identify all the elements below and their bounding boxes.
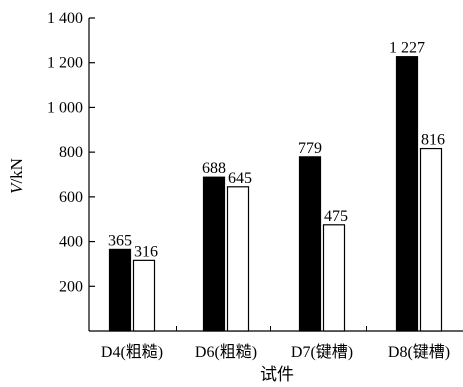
x-tick-label: D7(键槽) — [291, 343, 353, 361]
x-tick-label: D4(粗糙) — [101, 343, 163, 361]
data-label: 316 — [134, 243, 158, 260]
bar-light — [419, 147, 443, 332]
y-tick-label: 600 — [59, 189, 83, 206]
data-label: 1 227 — [389, 40, 425, 57]
data-label: 688 — [202, 160, 226, 177]
data-label: 816 — [421, 132, 445, 149]
data-label: 779 — [298, 140, 322, 157]
bar-light — [226, 186, 250, 332]
bar-dark — [395, 56, 419, 332]
bars — [108, 56, 443, 332]
y-tick-label: 1 000 — [47, 99, 83, 116]
data-label: 365 — [108, 232, 132, 249]
y-tick-label: 1 400 — [47, 10, 83, 27]
y-tick-label: 800 — [59, 144, 83, 161]
data-label: 645 — [228, 170, 252, 187]
y-axis-title-symbol: V — [7, 181, 26, 194]
y-tick-label: 400 — [59, 234, 83, 251]
bar-dark — [202, 176, 226, 332]
y-tick-label: 1 200 — [47, 55, 83, 72]
y-axis-title: V/kN — [7, 158, 26, 194]
data-label: 475 — [324, 208, 348, 225]
bar-light — [322, 224, 346, 332]
x-axis-title: 试件 — [260, 365, 294, 384]
bar-dark — [298, 156, 322, 332]
bar-dark — [108, 248, 132, 332]
x-tick-label: D6(粗糙) — [195, 343, 257, 361]
y-axis-title-unit: /kN — [7, 158, 26, 184]
y-tick-label: 200 — [59, 278, 83, 295]
x-tick-label: D8(键槽) — [388, 343, 450, 361]
bar-light — [132, 259, 156, 332]
